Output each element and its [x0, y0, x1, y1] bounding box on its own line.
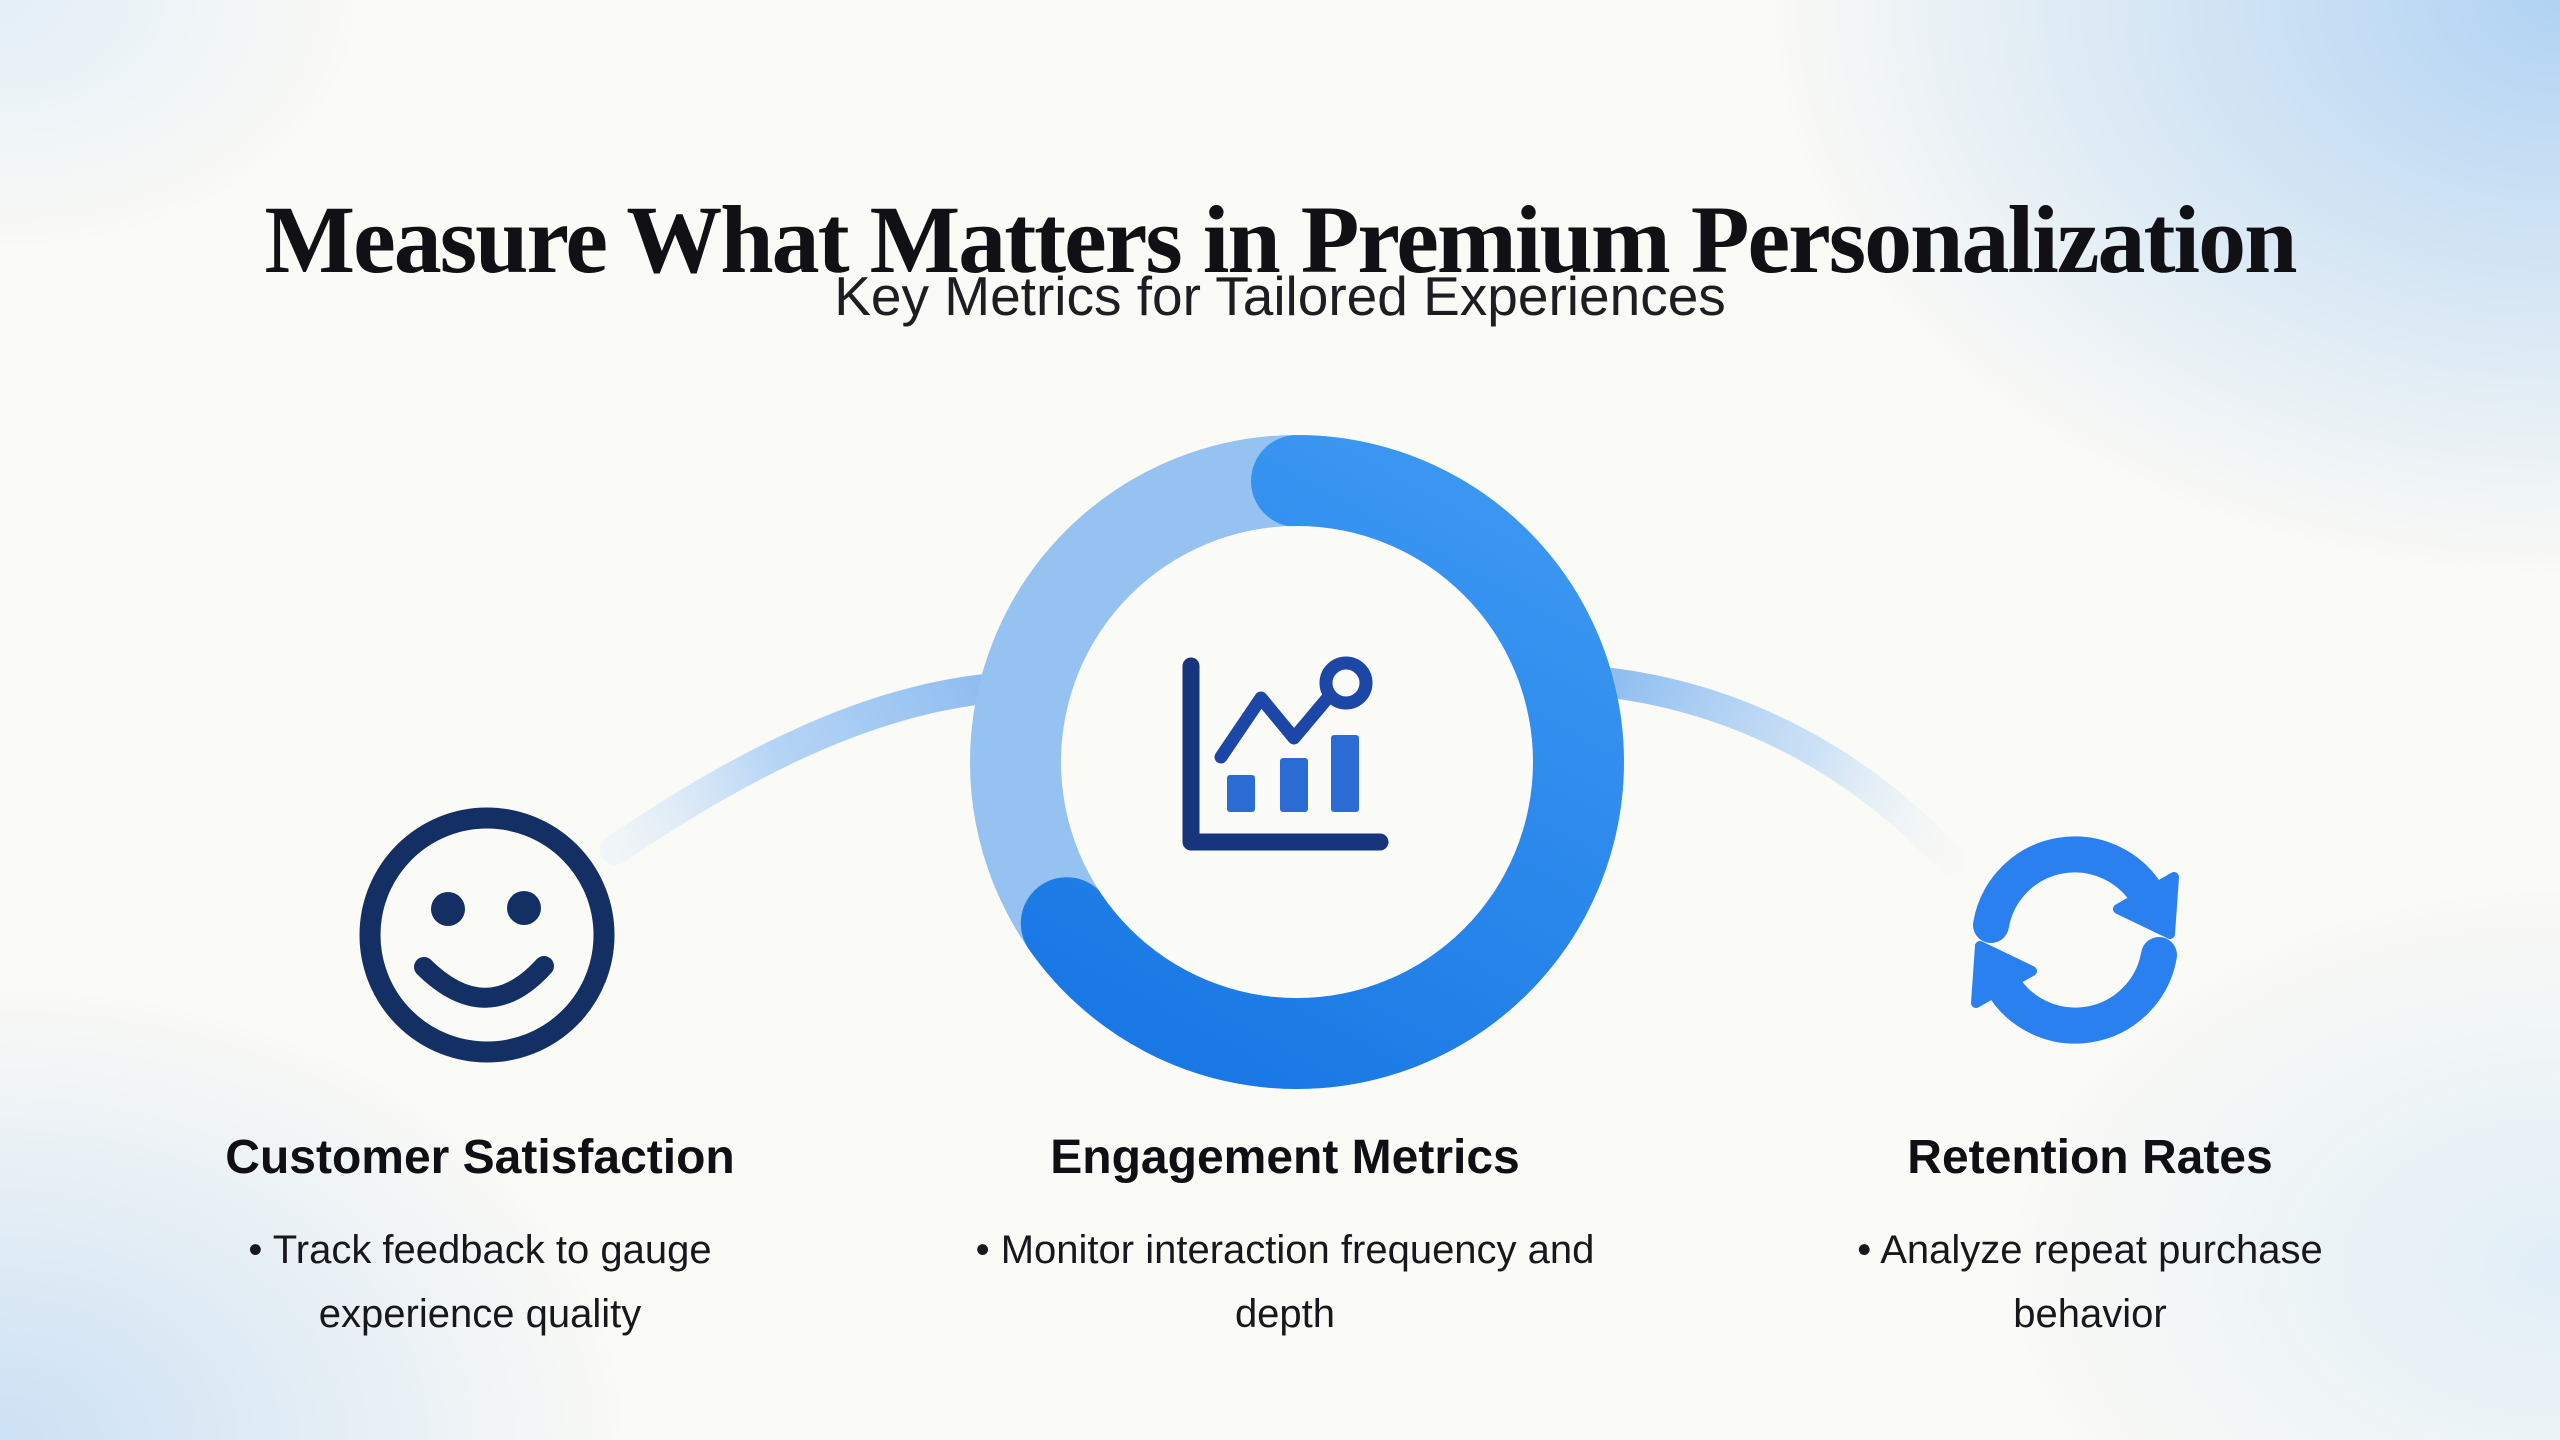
left-connector-arc — [600, 674, 1000, 865]
engagement-ring-chart — [970, 435, 1624, 1089]
bullet-marker: • — [975, 1228, 990, 1272]
section-title: Customer Satisfaction — [225, 1131, 735, 1184]
chart-bar-1 — [1227, 775, 1255, 812]
chart-bar-3 — [1331, 735, 1359, 812]
section-bullet: • Track feedback to gauge experience qua… — [210, 1218, 750, 1346]
section-title: Engagement Metrics — [1050, 1131, 1520, 1184]
bullet-text: Analyze repeat purchase behavior — [1880, 1228, 2323, 1336]
smiley-mouth — [414, 956, 554, 1008]
bullet-marker: • — [248, 1228, 263, 1272]
bullet-marker: • — [1857, 1228, 1872, 1272]
bullet-text: Track feedback to gauge experience quali… — [272, 1228, 712, 1336]
chart-bar-2 — [1280, 758, 1308, 812]
cycle-top-arrowhead — [2113, 872, 2179, 939]
chart-axis — [1182, 657, 1389, 851]
cycle-top-arc — [1973, 836, 2167, 943]
chart-trend-line — [1214, 687, 1338, 764]
smiley-face-icon — [359, 807, 615, 1063]
sections: Customer Satisfaction • Track feedback t… — [0, 1129, 2560, 1440]
smiley-face-outline — [359, 807, 615, 1063]
right-connector-arc — [1597, 668, 1965, 875]
smiley-left-eye — [431, 892, 465, 926]
cycle-bottom-arrowhead — [1971, 941, 2037, 1008]
chart-trend-endpoint — [1319, 656, 1373, 710]
bullet-text: Monitor interaction frequency and depth — [1000, 1228, 1595, 1336]
cycle-bottom-arc — [1983, 937, 2177, 1044]
trend-chart-icon — [1182, 656, 1389, 851]
section-title: Retention Rates — [1907, 1131, 2273, 1184]
page-subtitle: Key Metrics for Tailored Experiences — [834, 265, 1726, 327]
cycle-arrows-icon — [1971, 836, 2179, 1044]
section-bullet: • Analyze repeat purchase behavior — [1820, 1218, 2360, 1346]
ring-progress-arc — [1020, 435, 1624, 1089]
page-title: Measure What Matters in Premium Personal… — [264, 186, 2298, 294]
section-bullet: • Monitor interaction frequency and dept… — [955, 1218, 1615, 1346]
smiley-right-eye — [507, 891, 541, 925]
